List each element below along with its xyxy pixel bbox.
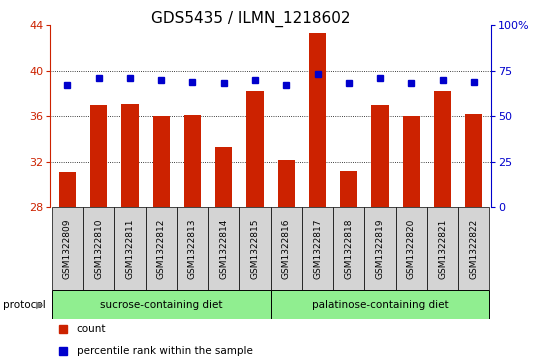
Text: GSM1322820: GSM1322820	[407, 219, 416, 279]
Bar	[184, 115, 201, 207]
Bar	[208, 207, 239, 290]
Text: GSM1322817: GSM1322817	[313, 219, 322, 279]
Bar	[427, 207, 458, 290]
Text: GSM1322821: GSM1322821	[438, 219, 447, 279]
Text: GSM1322812: GSM1322812	[157, 219, 166, 279]
Text: ▶: ▶	[36, 300, 43, 310]
Text: GSM1322809: GSM1322809	[63, 219, 72, 279]
Bar	[52, 290, 271, 319]
Text: GDS5435 / ILMN_1218602: GDS5435 / ILMN_1218602	[151, 11, 351, 27]
Bar	[309, 33, 326, 207]
Bar	[340, 171, 357, 207]
Bar	[302, 207, 333, 290]
Bar	[239, 207, 271, 290]
Text: GSM1322822: GSM1322822	[469, 219, 478, 279]
Bar	[90, 105, 107, 207]
Text: sucrose-containing diet: sucrose-containing diet	[100, 300, 223, 310]
Text: GSM1322811: GSM1322811	[126, 219, 134, 279]
Bar	[364, 207, 396, 290]
Text: palatinose-containing diet: palatinose-containing diet	[312, 300, 449, 310]
Bar	[465, 114, 483, 207]
Bar	[215, 147, 232, 207]
Bar	[271, 290, 489, 319]
Bar	[278, 160, 295, 207]
Bar	[396, 207, 427, 290]
Bar	[403, 116, 420, 207]
Text: GSM1322818: GSM1322818	[344, 219, 353, 279]
Text: percentile rank within the sample: percentile rank within the sample	[76, 346, 253, 356]
Text: protocol: protocol	[3, 300, 46, 310]
Bar	[121, 104, 138, 207]
Bar	[59, 172, 76, 207]
Text: GSM1322814: GSM1322814	[219, 219, 228, 279]
Text: GSM1322810: GSM1322810	[94, 219, 103, 279]
Bar	[114, 207, 146, 290]
Bar	[333, 207, 364, 290]
Text: count: count	[76, 325, 106, 334]
Text: GSM1322813: GSM1322813	[188, 219, 197, 279]
Text: GSM1322819: GSM1322819	[376, 219, 384, 279]
Bar	[434, 91, 451, 207]
Bar	[177, 207, 208, 290]
Text: GSM1322816: GSM1322816	[282, 219, 291, 279]
Bar	[146, 207, 177, 290]
Bar	[271, 207, 302, 290]
Bar	[52, 207, 83, 290]
Bar	[247, 91, 263, 207]
Bar	[372, 105, 389, 207]
Bar	[83, 207, 114, 290]
Bar	[152, 116, 170, 207]
Text: GSM1322815: GSM1322815	[251, 219, 259, 279]
Bar	[458, 207, 489, 290]
